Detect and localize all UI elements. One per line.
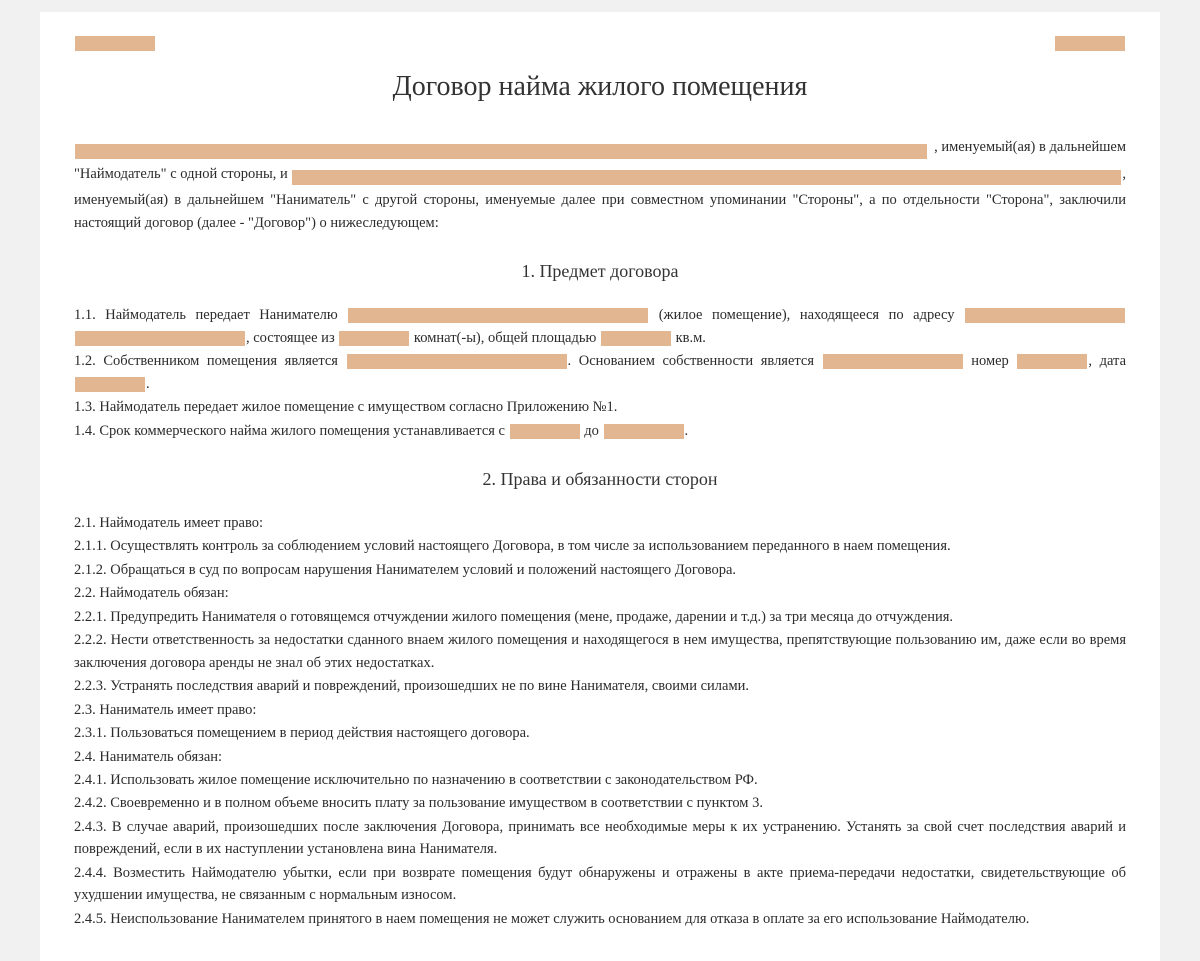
city-blank xyxy=(75,36,155,51)
clause-2-4-5: 2.4.5. Неиспользование Нанимателем приня… xyxy=(74,908,1126,930)
c11-c: , состоящее из xyxy=(246,330,338,346)
clause-1-4: 1.4. Срок коммерческого найма жилого пом… xyxy=(74,420,1126,442)
clause-2-2-3: 2.2.3. Устранять последствия аварий и по… xyxy=(74,675,1126,697)
c12-c: номер xyxy=(964,353,1017,369)
preamble-line2: "Наймодатель" с одной стороны, и , xyxy=(74,163,1126,185)
preamble-line3: именуемый(ая) в дальнейшем "Наниматель" … xyxy=(74,189,1126,234)
clause-2-4-1: 2.4.1. Использовать жилое помещение искл… xyxy=(74,769,1126,791)
clause-2-1-2: 2.1.2. Обращаться в суд по вопросам нару… xyxy=(74,559,1126,581)
clause-2-4-4: 2.4.4. Возместить Наймодателю убытки, ес… xyxy=(74,862,1126,907)
c14-a: 1.4. Срок коммерческого найма жилого пом… xyxy=(74,423,509,439)
doc-date-blank xyxy=(75,377,145,392)
clause-2-3: 2.3. Наниматель имеет право: xyxy=(74,699,1126,721)
rooms-blank xyxy=(339,331,409,346)
c12-a: 1.2. Собственником помещения является xyxy=(74,353,346,369)
clause-2-4-3: 2.4.3. В случае аварий, произошедших пос… xyxy=(74,816,1126,861)
clause-2-2: 2.2. Наймодатель обязан: xyxy=(74,582,1126,604)
preamble-line1: , именуемый(ая) в дальнейшем xyxy=(74,136,1126,158)
c11-d: комнат(-ы), общей площадью xyxy=(410,330,600,346)
tenant-name-blank xyxy=(292,170,1122,185)
preamble: , именуемый(ая) в дальнейшем "Наймодател… xyxy=(74,136,1126,234)
term-to-blank xyxy=(604,424,684,439)
c12-e: . xyxy=(146,376,150,392)
clause-2-3-1: 2.3.1. Пользоваться помещением в период … xyxy=(74,722,1126,744)
doc-number-blank xyxy=(1017,354,1087,369)
document-title: Договор найма жилого помещения xyxy=(74,65,1126,108)
clause-1-1: 1.1. Наймодатель передает Нанимателю (жи… xyxy=(74,304,1126,349)
area-blank xyxy=(601,331,671,346)
c11-b: (жилое помещение), находящееся по адресу xyxy=(649,307,964,323)
preamble-line2-comma: , xyxy=(1122,163,1126,185)
landlord-name-blank xyxy=(75,144,927,159)
c11-a: 1.1. Наймодатель передает Нанимателю xyxy=(74,307,347,323)
basis-blank xyxy=(823,354,963,369)
c12-d: , дата xyxy=(1088,353,1126,369)
address-blank-1 xyxy=(965,308,1125,323)
clause-2-2-2: 2.2.2. Нести ответственность за недостат… xyxy=(74,629,1126,674)
premises-type-blank xyxy=(348,308,648,323)
c11-e: кв.м. xyxy=(672,330,706,346)
preamble-line2-prefix: "Наймодатель" с одной стороны, и xyxy=(74,163,288,185)
address-blank-2 xyxy=(75,331,245,346)
clause-1-2: 1.2. Собственником помещения является . … xyxy=(74,350,1126,395)
clause-2-4-2: 2.4.2. Своевременно и в полном объеме вн… xyxy=(74,792,1126,814)
owner-blank xyxy=(347,354,567,369)
preamble-after-landlord: , именуемый(ая) в дальнейшем xyxy=(928,136,1126,158)
clause-2-1: 2.1. Наймодатель имеет право: xyxy=(74,512,1126,534)
date-blank xyxy=(1055,36,1125,51)
document-page: Договор найма жилого помещения , именуем… xyxy=(40,12,1160,961)
clause-2-4: 2.4. Наниматель обязан: xyxy=(74,746,1126,768)
section1-heading: 1. Предмет договора xyxy=(74,258,1126,286)
clause-2-1-1: 2.1.1. Осуществлять контроль за соблюден… xyxy=(74,535,1126,557)
c14-c: . xyxy=(685,423,689,439)
term-from-blank xyxy=(510,424,580,439)
header-line xyxy=(74,36,1126,51)
section2-heading: 2. Права и обязанности сторон xyxy=(74,466,1126,494)
clause-1-3: 1.3. Наймодатель передает жилое помещени… xyxy=(74,396,1126,418)
c12-b: . Основанием собственности является xyxy=(568,353,822,369)
clause-2-2-1: 2.2.1. Предупредить Нанимателя о готовящ… xyxy=(74,606,1126,628)
c14-b: до xyxy=(581,423,603,439)
